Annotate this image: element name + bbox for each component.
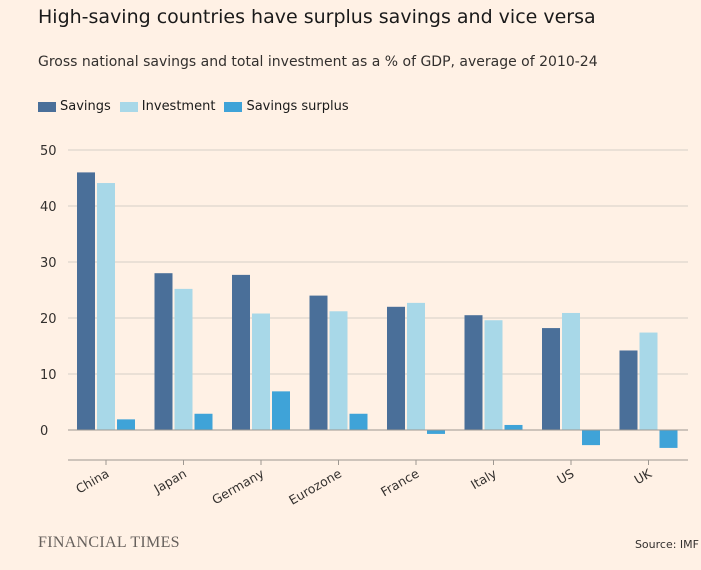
bar-savings-italy: [464, 315, 483, 430]
legend-item-surplus: Savings surplus: [224, 99, 349, 114]
bar-chart: 0 10 20 30 40 50 China Japan Germany Eurozone Fran…: [40, 144, 688, 508]
y-tick-label: 30: [40, 256, 57, 271]
bar-investment-us: [562, 312, 580, 430]
y-tick-label: 50: [40, 144, 57, 159]
ft-logo: FINANCIAL TIMES: [38, 534, 180, 551]
source-note: Source: IMF: [634, 538, 699, 551]
bar-surplus-italy: [504, 424, 523, 430]
bar-surplus-uk: [659, 430, 678, 448]
bar-savings-eurozone: [309, 295, 328, 430]
bar-surplus-germany: [272, 391, 290, 430]
y-tick-label: 20: [40, 312, 57, 327]
bar-investment-france: [407, 302, 425, 430]
y-tick-label: 0: [40, 424, 48, 439]
legend-swatch-investment: [119, 101, 138, 112]
bar-savings-china: [77, 172, 95, 430]
bar-investment-germany: [252, 313, 270, 430]
x-tick-label-china: China: [73, 466, 111, 497]
legend: Savings Investment Savings surplus: [38, 99, 358, 114]
bar-surplus-france: [427, 430, 445, 434]
legend-label-investment: Investment: [141, 99, 216, 114]
bar-investment-japan: [174, 288, 193, 430]
y-tick-label: 10: [40, 368, 57, 383]
x-tick-label-germany: Germany: [209, 465, 267, 507]
x-tick-label-eurozone: Eurozone: [286, 465, 344, 507]
x-tick-label-japan: Japan: [150, 466, 189, 497]
bar-surplus-us: [582, 430, 600, 446]
legend-swatch-surplus: [224, 101, 243, 112]
bar-investment-eurozone: [329, 311, 348, 430]
bar-investment-china: [97, 183, 115, 430]
bar-investment-uk: [639, 332, 658, 430]
bar-surplus-eurozone: [349, 413, 368, 430]
chart-title: High-saving countries have surplus savin…: [38, 6, 596, 28]
x-tick-label-us: US: [554, 466, 576, 488]
bar-savings-us: [542, 328, 560, 430]
x-tick-label-italy: Italy: [468, 465, 500, 492]
bar-savings-japan: [154, 273, 173, 430]
bar-savings-germany: [232, 274, 250, 430]
y-tick-label: 40: [40, 200, 57, 215]
legend-item-investment: Investment: [119, 99, 216, 114]
bar-surplus-china: [117, 419, 135, 430]
bar-savings-france: [387, 306, 405, 430]
bar-surplus-japan: [194, 413, 213, 430]
chart-subtitle: Gross national savings and total investm…: [38, 54, 598, 70]
legend-swatch-savings: [38, 101, 56, 112]
x-tick-label-uk: UK: [631, 465, 654, 487]
bar-investment-italy: [484, 320, 503, 430]
legend-label-surplus: Savings surplus: [246, 99, 349, 114]
bar-savings-uk: [619, 350, 638, 430]
legend-item-savings: Savings: [38, 99, 111, 114]
legend-label-savings: Savings: [60, 99, 111, 114]
x-tick-label-france: France: [378, 465, 422, 499]
